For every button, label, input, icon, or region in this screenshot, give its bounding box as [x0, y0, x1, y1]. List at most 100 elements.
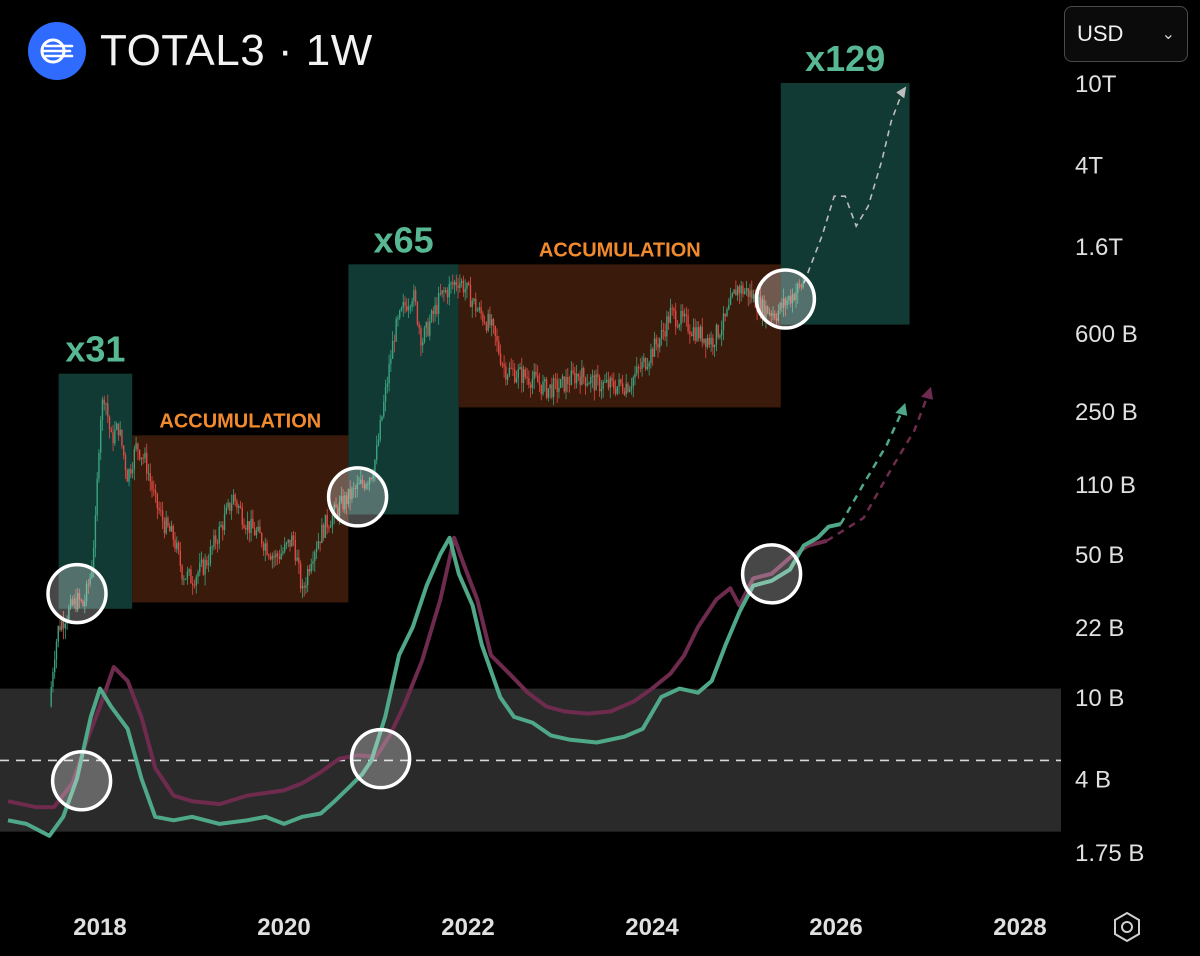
candle-body [296, 557, 298, 561]
candle-body [138, 449, 141, 460]
candle-body [800, 284, 803, 288]
x-tick-label: 2018 [73, 914, 126, 941]
candle-body [779, 302, 781, 311]
candle-body [687, 315, 689, 332]
candle-body [128, 469, 130, 482]
candle-body [701, 326, 703, 343]
candle-body [616, 386, 619, 394]
candle-body [314, 552, 316, 562]
candle-body [644, 358, 647, 370]
candle-body [294, 539, 297, 561]
candle-body [310, 563, 312, 572]
candle-body [519, 367, 521, 370]
candle-body [567, 377, 569, 384]
candle-body [215, 535, 217, 544]
candle-body [698, 327, 700, 339]
candle-body [752, 293, 755, 299]
x-tick-label: 2026 [809, 914, 862, 941]
candle-body [607, 379, 610, 388]
candle-body [797, 283, 799, 293]
candle-body [588, 383, 590, 385]
candle-body [199, 562, 201, 572]
candle-body [786, 300, 788, 306]
candle-body [579, 376, 581, 385]
candle-body [131, 469, 134, 474]
candle-body [420, 327, 422, 346]
x-tick-label: 2028 [993, 914, 1046, 941]
candle-body [639, 367, 642, 369]
candle-body [437, 293, 440, 314]
candle-body [261, 533, 263, 544]
candle-body [255, 530, 258, 536]
candle-body [370, 477, 373, 480]
candle-body [367, 483, 369, 485]
candle-body [666, 316, 668, 337]
candle-body [705, 338, 707, 347]
candle-body [197, 571, 199, 577]
candle-body [195, 576, 197, 586]
candle-body [788, 296, 790, 301]
candle-body [245, 528, 247, 530]
candle-body [315, 548, 318, 553]
candle-body [282, 551, 284, 554]
candle-body [512, 368, 514, 370]
candle-body [92, 547, 95, 568]
candle-body [506, 375, 509, 380]
price-projection-line [803, 92, 903, 284]
candle-body [706, 338, 709, 347]
candle-body [149, 473, 151, 482]
candle-body [397, 317, 399, 320]
candle-body [487, 314, 489, 331]
candle-body [611, 377, 613, 381]
candle-body [322, 524, 325, 538]
candle-body [621, 383, 624, 392]
candle-body [609, 377, 611, 388]
candle-body [522, 369, 525, 383]
candle-body [475, 298, 477, 312]
candle-body [308, 569, 311, 572]
candle-body [213, 535, 215, 547]
candle-body [623, 391, 626, 395]
candle-body [183, 579, 185, 581]
candle-body [292, 535, 295, 540]
candle-body [114, 429, 116, 444]
currency-select[interactable]: USD ⌄ [1064, 6, 1188, 62]
candle-body [460, 280, 463, 283]
candle-body [289, 539, 291, 547]
candle-body [492, 319, 495, 326]
candle-body [284, 544, 286, 552]
candle-body [641, 361, 643, 369]
candle-body [744, 290, 746, 294]
candle-body [715, 324, 718, 345]
candle-body [147, 473, 150, 475]
candle-body [71, 599, 74, 605]
candle-body [646, 366, 649, 370]
candle-body [630, 386, 633, 389]
candle-body [765, 305, 767, 319]
candle-body [264, 543, 266, 551]
y-tick-label: 10 B [1075, 685, 1124, 712]
candle-body [790, 296, 792, 304]
candle-body [453, 281, 456, 285]
settings-hexagon-icon[interactable] [1110, 910, 1144, 944]
candle-body [669, 308, 672, 323]
candle-body [202, 559, 205, 575]
candle-body [61, 620, 63, 631]
candle-body [160, 510, 162, 512]
candle-body [78, 592, 81, 600]
candle-body [581, 367, 583, 385]
candle-body [223, 513, 226, 531]
candle-body [533, 371, 535, 379]
candle-body [503, 364, 505, 367]
candle-body [328, 527, 330, 529]
candle-body [491, 319, 493, 326]
candle-body [494, 325, 496, 336]
candle-body [241, 507, 243, 525]
candle-body [89, 577, 91, 585]
candle-body [404, 302, 406, 306]
candle-body [721, 329, 723, 336]
candle-body [266, 543, 268, 555]
candle-body [508, 367, 511, 376]
candle-body [372, 474, 374, 480]
candle-body [733, 289, 735, 294]
